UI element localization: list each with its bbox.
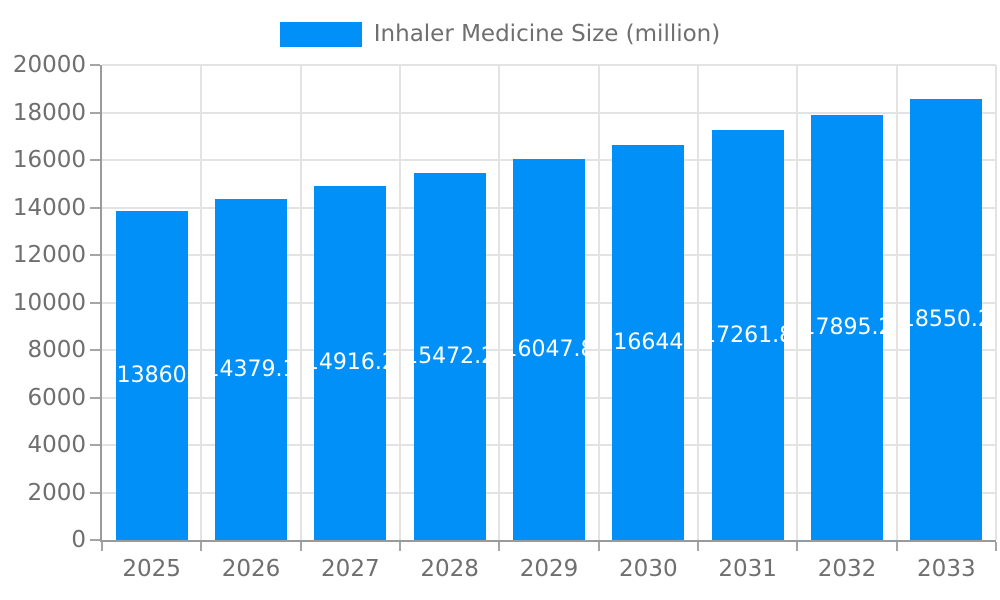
y-axis-label: 8000 (27, 337, 86, 363)
x-axis-tick (697, 542, 699, 551)
x-axis-label: 2031 (718, 556, 777, 582)
y-axis-label: 10000 (12, 289, 86, 316)
x-axis-tick (299, 542, 302, 551)
bar: 14379.1 (215, 198, 287, 540)
plot-area: 0 2000 4000 6000 8000 10000 12000 14000 16000 180… (13, 52, 997, 582)
x-axis-label: 2032 (817, 556, 877, 582)
x-gridline (697, 65, 699, 540)
bar-value-label: 17261.8 (712, 322, 784, 348)
x-axis-label: 2028 (420, 556, 479, 582)
x-axis-tick (399, 542, 401, 551)
legend-swatch (279, 21, 362, 47)
x-axis-label: 2025 (122, 556, 181, 582)
y-gridline (102, 64, 996, 66)
bar: 17261.8 (711, 130, 784, 540)
y-axis-tick (90, 206, 100, 209)
bar: 18550.2 (910, 99, 983, 540)
x-gridline (597, 65, 600, 540)
x-gridline (200, 65, 203, 540)
y-axis-label: 18000 (12, 99, 86, 126)
x-axis-label: 2026 (221, 556, 281, 582)
y-axis-tick (90, 539, 100, 541)
y-axis-tick (90, 159, 100, 161)
y-axis-label: 16000 (12, 147, 86, 173)
y-axis-tick (90, 254, 100, 256)
bar-value-label: 18550.2 (910, 307, 982, 333)
x-gridline (796, 65, 799, 540)
x-gridline (399, 65, 401, 540)
y-axis-label: 6000 (27, 384, 86, 411)
y-axis-tick (90, 349, 100, 351)
y-axis-tick (90, 301, 100, 304)
y-axis-label: 14000 (12, 194, 86, 221)
bar-value-label: 14379.1 (215, 356, 287, 382)
y-axis-label: 0 (71, 527, 86, 553)
x-gridline (995, 65, 997, 540)
bar: 13860 (115, 210, 188, 540)
y-axis-tick (90, 491, 100, 494)
x-axis-tick (498, 542, 501, 551)
y-axis-tick (90, 64, 100, 66)
y-axis-tick (90, 444, 100, 446)
bar: 16047.8 (513, 158, 585, 540)
x-axis-label: 2029 (519, 556, 579, 582)
bar: 14916.2 (314, 185, 387, 540)
bar-value-label: 13860 (116, 362, 187, 388)
x-axis-label: 2027 (321, 556, 380, 582)
x-axis-tick (597, 542, 600, 551)
legend-label: Inhaler Medicine Size (million) (373, 21, 721, 47)
bar-value-label: 15472.2 (414, 343, 486, 369)
x-gridline (895, 65, 898, 540)
x-axis-tick (200, 542, 203, 551)
x-axis-tick (796, 542, 799, 551)
y-axis-tick (90, 111, 100, 114)
y-axis-label: 12000 (12, 242, 86, 268)
bar-value-label: 16047.8 (513, 336, 585, 362)
y-axis-label: 4000 (27, 432, 86, 458)
x-gridline (299, 65, 302, 540)
x-axis-tick (995, 542, 997, 551)
bar-value-label: 14916.2 (314, 350, 386, 376)
y-gridline (102, 111, 996, 114)
x-axis-label: 2030 (619, 556, 678, 582)
bar-value-label: 16644 (613, 329, 684, 355)
y-axis-label: 20000 (12, 52, 86, 78)
x-axis-label: 2033 (917, 556, 976, 582)
bar: 16644 (612, 144, 685, 540)
bar: 15472.2 (413, 172, 486, 540)
y-axis-tick (90, 396, 100, 399)
x-axis-tick (895, 542, 898, 551)
x-axis-tick (101, 542, 103, 551)
y-axis-label: 2000 (27, 479, 86, 506)
legend: Inhaler Medicine Size (million) (0, 14, 1000, 54)
x-gridline (498, 65, 501, 540)
